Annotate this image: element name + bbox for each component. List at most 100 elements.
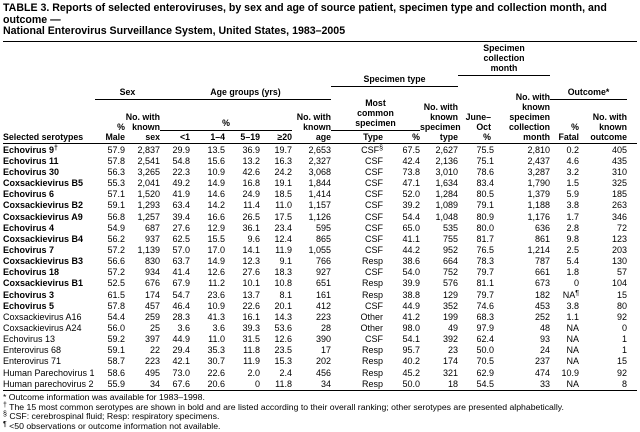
- cell-serotype: Echovirus 4: [3, 222, 55, 233]
- cell-june-oct-pct: 80.0: [476, 222, 494, 233]
- cell-pct-fatal: 5.4: [566, 256, 579, 267]
- cell-pct-male: 59.2: [107, 334, 125, 345]
- cell-known-age: 390: [315, 334, 331, 345]
- cell-specimen-type: Other: [360, 311, 383, 322]
- cell-known-specimen-type: 952: [442, 245, 458, 256]
- cell-june-oct-pct: 74.6: [476, 300, 494, 311]
- cell-known-outcome: 92: [616, 367, 627, 378]
- cell-known-sex: 25: [149, 323, 160, 334]
- cell-known-outcome: 130: [611, 256, 627, 267]
- cell-june-oct-pct: 97.9: [476, 323, 494, 334]
- cell-known-sex: 174: [144, 289, 160, 300]
- cell-specimen-pct: 41.2: [402, 311, 420, 322]
- cell-age-1-4: 12.9: [207, 222, 225, 233]
- cell-age-1-4: 35.3: [207, 345, 225, 356]
- table-row: Coxsackievirus B3 56.6 830 63.7 14.9 12.3 9.1 7…: [3, 256, 637, 267]
- table-row: Coxsackievirus B1 52.5 676 67.9 11.2 10.1 10.8…: [3, 278, 637, 289]
- cell-known-specimen-type: 664: [442, 256, 458, 267]
- cell-age-5-19: 16.8: [242, 178, 260, 189]
- cell-age-ge20: 17.5: [274, 211, 292, 222]
- cell-known-specimen-type: 1,048: [435, 211, 458, 222]
- cell-known-collection-month: 24: [539, 345, 550, 356]
- cell-june-oct-pct: 50.0: [476, 345, 494, 356]
- cell-age-ge20: 9.1: [279, 256, 292, 267]
- col-header-known-specimen-type: No. with known specimen type: [420, 102, 461, 142]
- table-row: Enterovirus 71 58.7 223 42.1 30.7 11.9 15.3 202…: [3, 356, 637, 367]
- table-row: Coxsackievirus A24 56.0 25 3.6 3.6 39.3 53.6 28…: [3, 323, 637, 334]
- cell-specimen-pct: 39.2: [402, 200, 420, 211]
- cell-known-sex: 1,257: [137, 211, 160, 222]
- header-divider: [3, 142, 637, 144]
- cell-known-collection-month: 673: [534, 278, 550, 289]
- cell-age-lt1: 29.4: [172, 345, 190, 356]
- table-row: Echovirus 30 56.3 3,265 22.3 10.9 42.6 24.2 3,0…: [3, 167, 637, 178]
- cell-known-age: 651: [315, 278, 331, 289]
- cell-serotype: Coxsackievirus A24: [3, 323, 82, 334]
- cell-age-1-4: 14.6: [207, 189, 225, 200]
- cell-known-outcome: 8: [621, 378, 627, 389]
- cell-specimen-pct: 52.0: [402, 189, 420, 200]
- cell-known-collection-month: 2,810: [527, 144, 550, 155]
- cell-known-sex: 1,520: [137, 189, 160, 200]
- cell-specimen-pct: 65.0: [402, 222, 420, 233]
- cell-june-oct-pct: 80.5: [476, 189, 494, 200]
- cell-known-specimen-type: 49: [447, 323, 458, 334]
- col-header-pct-fatal: % Fatal: [558, 121, 579, 142]
- cell-specimen-pct: 54.1: [402, 334, 420, 345]
- cell-age-lt1: 57.0: [172, 245, 190, 256]
- cell-specimen-type: CSF: [365, 334, 383, 345]
- cell-serotype: Enterovirus 68: [3, 345, 62, 356]
- cell-known-collection-month: 93: [539, 334, 550, 345]
- cell-known-specimen-type: 2,627: [435, 144, 458, 155]
- cell-age-lt1: 27.6: [172, 222, 190, 233]
- cell-age-1-4: 14.9: [207, 256, 225, 267]
- cell-specimen-type: CSF§: [361, 144, 383, 155]
- cell-known-specimen-type: 1,284: [435, 189, 458, 200]
- cell-pct-fatal: 3.8: [566, 200, 579, 211]
- cell-specimen-pct: 45.2: [402, 367, 420, 378]
- cell-age-lt1: 44.9: [172, 334, 190, 345]
- cell-specimen-pct: 38.8: [402, 289, 420, 300]
- table-row: Echovirus 3 61.5 174 54.7 23.6 13.7 8.1 161 Resp…: [3, 290, 637, 301]
- cell-june-oct-pct: 83.4: [476, 178, 494, 189]
- cell-specimen-type: Resp: [361, 345, 383, 356]
- cell-june-oct-pct: 78.3: [476, 256, 494, 267]
- cell-june-oct-pct: 62.4: [476, 334, 494, 345]
- cell-pct-fatal: 4.6: [566, 155, 579, 166]
- cell-known-sex: 397: [144, 334, 160, 345]
- cell-specimen-type: Resp: [361, 256, 383, 267]
- cell-pct-male: 57.9: [107, 144, 125, 155]
- cell-specimen-pct: 39.9: [402, 278, 420, 289]
- cell-serotype: Echovirus 5: [3, 300, 55, 311]
- col-group-age-groups: Age groups (yrs): [160, 87, 331, 100]
- cell-known-age: 3,068: [308, 167, 331, 178]
- col-header-age-5-19: 5–19: [240, 131, 260, 142]
- cell-age-ge20: 2.4: [279, 367, 292, 378]
- col-header-known-outcome: No. with known outcome: [590, 112, 627, 142]
- cell-specimen-type: CSF: [365, 178, 383, 189]
- cell-june-oct-pct: 76.5: [476, 245, 494, 256]
- cell-known-sex: 676: [144, 278, 160, 289]
- cell-serotype: Echovirus 9†: [3, 144, 58, 155]
- cell-known-sex: 22: [149, 345, 160, 356]
- cell-pct-male: 54.4: [107, 311, 125, 322]
- cell-age-lt1: 62.5: [172, 233, 190, 244]
- cell-specimen-pct: 44.2: [402, 245, 420, 256]
- cell-pct-male: 56.2: [107, 233, 125, 244]
- col-subgroup-age-pct: %: [160, 118, 292, 131]
- cell-known-age: 28: [320, 323, 331, 334]
- cell-age-5-19: 26.5: [242, 211, 260, 222]
- cell-known-specimen-type: 392: [442, 334, 458, 345]
- cell-known-age: 412: [315, 300, 331, 311]
- cell-pct-fatal: 1.7: [566, 211, 579, 222]
- cell-known-age: 766: [315, 256, 331, 267]
- cell-known-sex: 2,541: [137, 155, 160, 166]
- cell-known-outcome: 92: [616, 311, 627, 322]
- cell-specimen-type: CSF: [365, 167, 383, 178]
- cell-age-1-4: 13.5: [207, 144, 225, 155]
- cell-specimen-type: CSF: [365, 200, 383, 211]
- cell-pct-fatal: 1.1: [566, 311, 579, 322]
- cell-known-collection-month: 787: [534, 256, 550, 267]
- cell-specimen-pct: 54.4: [402, 211, 420, 222]
- table-row: Human parechovirus 2 55.9 34 67.6 20.6 0 11.8 3…: [3, 379, 637, 390]
